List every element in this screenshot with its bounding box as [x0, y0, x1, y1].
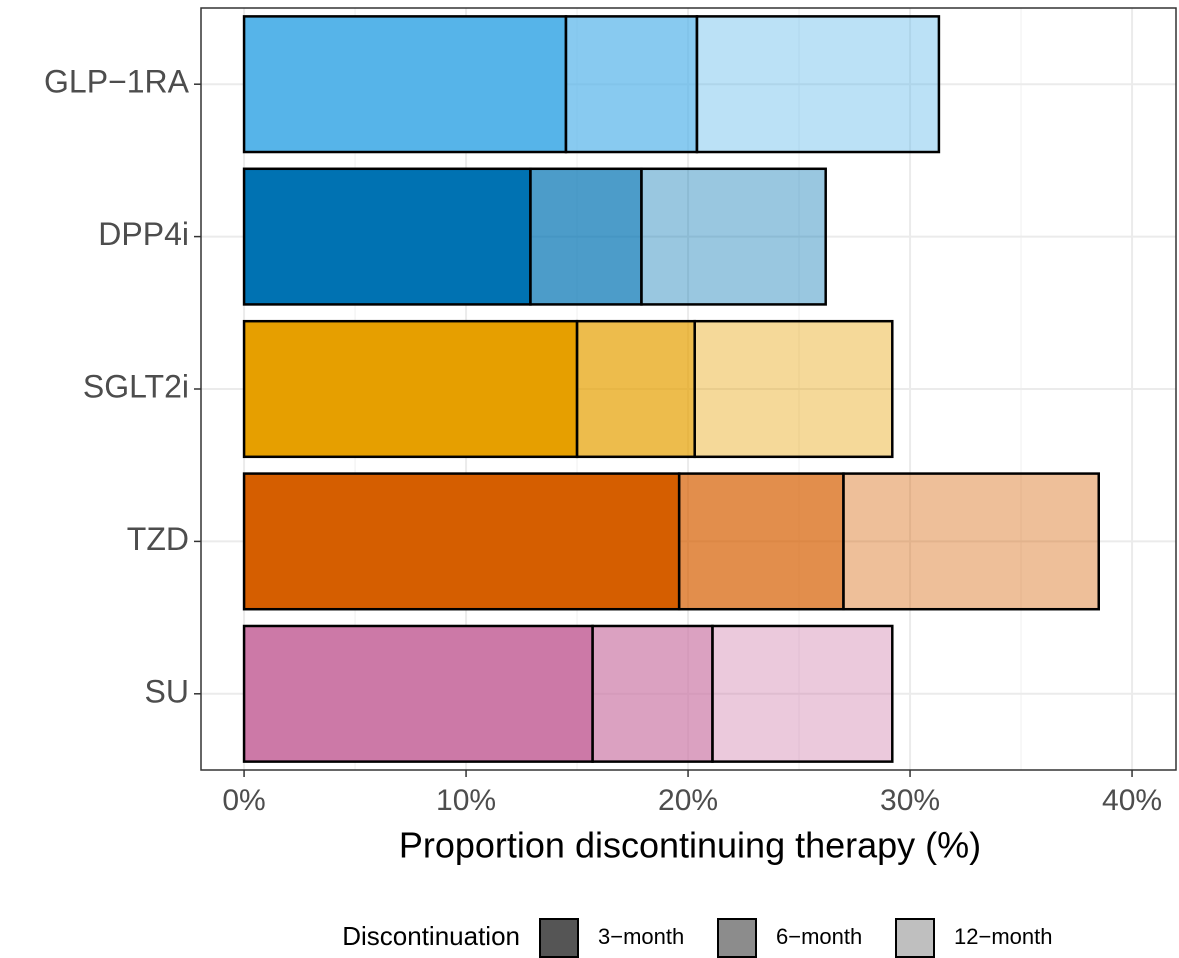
bar: [242, 319, 579, 459]
bar: [242, 167, 532, 306]
bar: [242, 15, 568, 154]
legend-key: [717, 918, 757, 958]
bar: [695, 15, 941, 154]
panel-border: [200, 7, 1177, 771]
bar: [242, 472, 681, 611]
legend-label: 3−month: [598, 924, 684, 949]
x-tick-label: 0%: [222, 784, 265, 817]
x-tick-label: 30%: [880, 784, 940, 817]
bar: [693, 319, 894, 459]
legend-label: 12−month: [954, 924, 1052, 949]
bar: [842, 472, 1100, 611]
bar: [640, 167, 827, 306]
legend-key: [895, 918, 935, 958]
y-tick-label: SU: [145, 673, 189, 709]
x-tick-label: 20%: [658, 784, 718, 817]
y-tick-label: SGLT2i: [83, 368, 189, 404]
y-tick-label: TZD: [127, 521, 189, 557]
x-tick-label: 40%: [1102, 784, 1162, 817]
y-tick-label: GLP−1RA: [44, 64, 190, 100]
x-tick-label: 10%: [436, 784, 496, 817]
legend-label: 6−month: [776, 924, 862, 949]
y-tick-label: DPP4i: [98, 216, 189, 252]
bar: [529, 167, 643, 306]
bar: [591, 624, 714, 763]
bar: [575, 319, 696, 459]
bar: [711, 624, 894, 763]
bar: [242, 624, 594, 763]
legend-title: Discontinuation: [342, 921, 520, 951]
bar: [677, 472, 845, 611]
bar: [564, 15, 699, 154]
legend-key: [539, 918, 579, 958]
x-axis-label: Proportion discontinuing therapy (%): [399, 825, 981, 866]
